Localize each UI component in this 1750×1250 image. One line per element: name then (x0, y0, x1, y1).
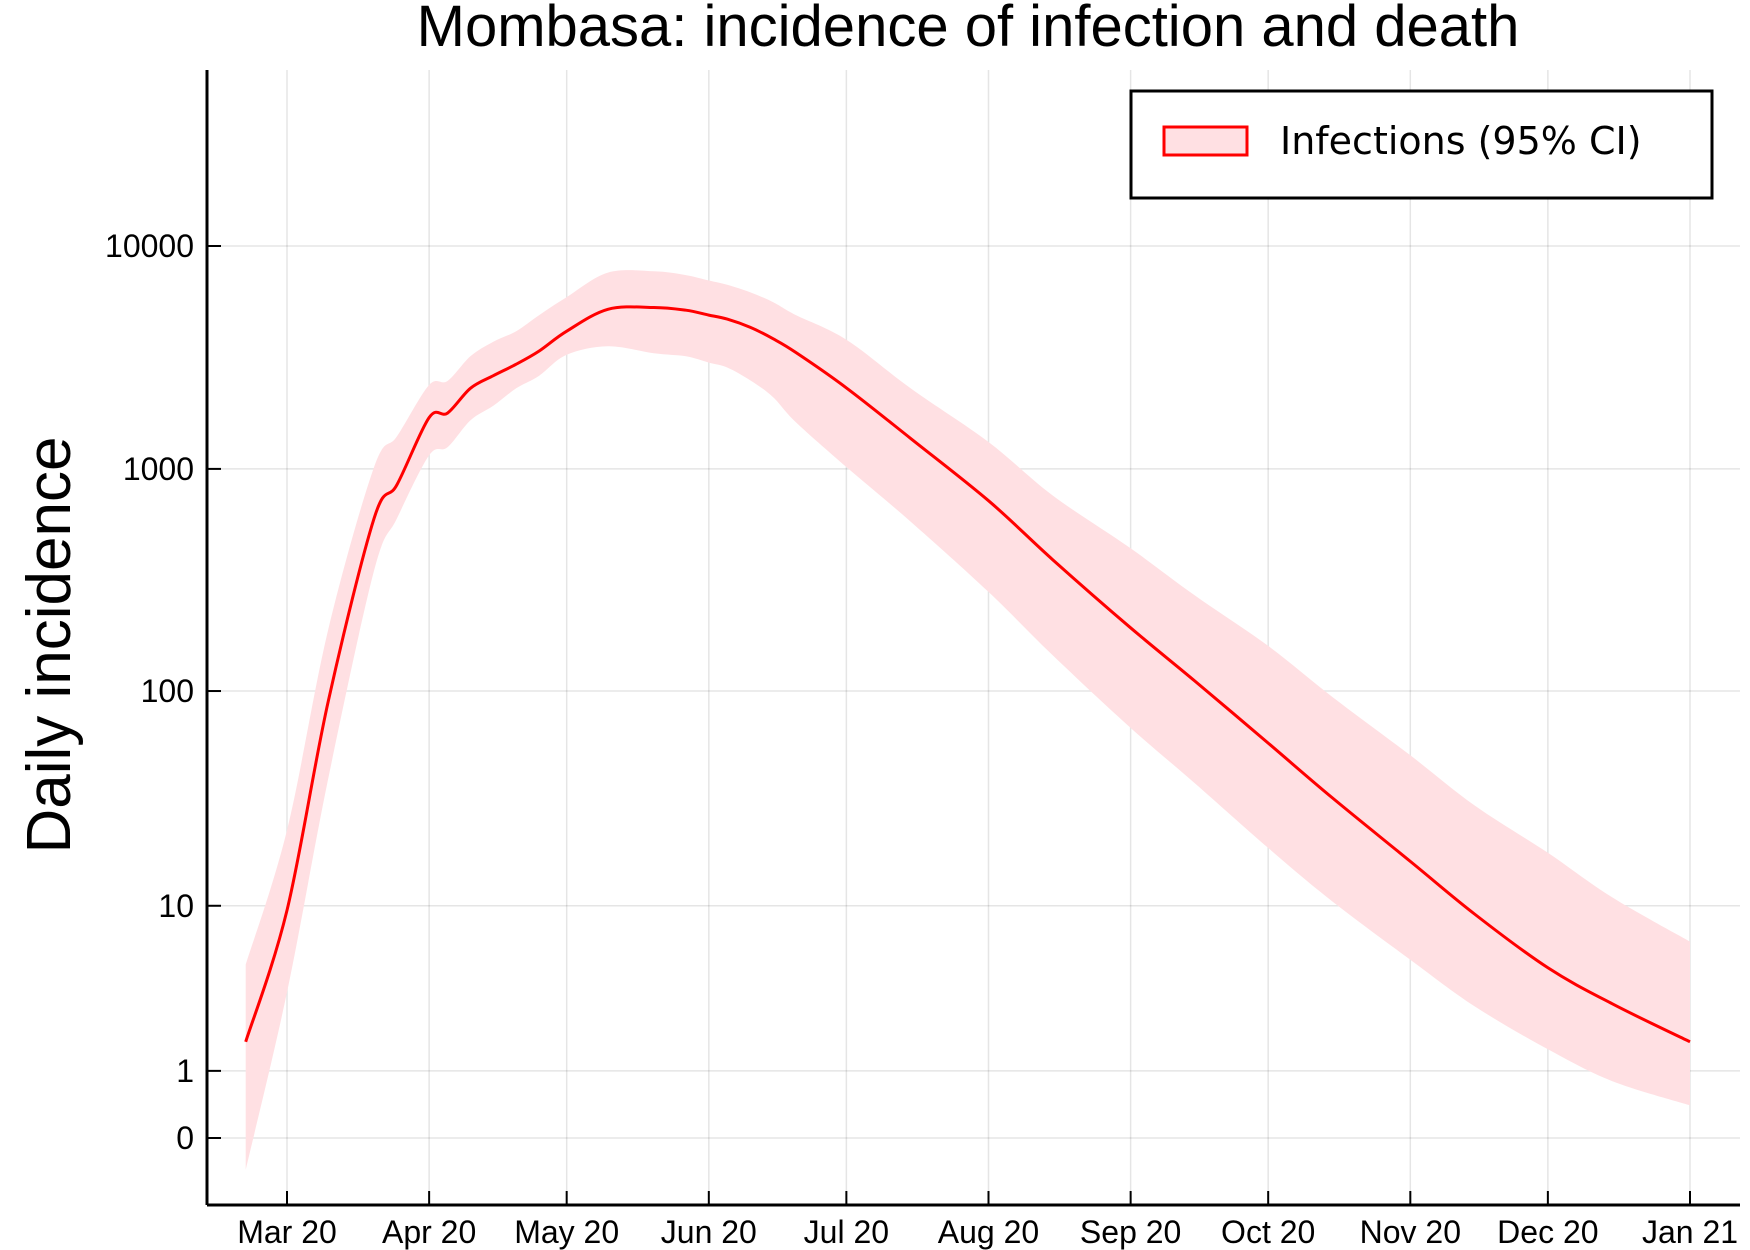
x-tick-labels: Mar 20 Apr 20 May 20 Jun 20 Jul 20 Aug 20 Sep … (237, 1191, 1738, 1250)
x-tick-label: Apr 20 (382, 1214, 476, 1250)
y-tick-label: 10000 (105, 228, 194, 264)
x-tick-label: Dec 20 (1497, 1214, 1598, 1250)
series-line (244, 305, 1691, 1044)
y-tick-label: 1 (176, 1053, 194, 1089)
x-tick-label: Mar 20 (237, 1214, 337, 1250)
chart-title: Mombasa: incidence of infection and deat… (417, 0, 1520, 59)
x-tick-label: Aug 20 (938, 1214, 1039, 1250)
x-tick-label: Sep 20 (1080, 1214, 1181, 1250)
legend: Infections (95% CI) (1129, 89, 1714, 200)
grid (207, 70, 1740, 1205)
y-tick-label: 100 (141, 673, 194, 709)
x-tick-label: May 20 (514, 1214, 619, 1250)
x-tick-label: Nov 20 (1360, 1214, 1461, 1250)
y-tick-label: 0 (176, 1120, 194, 1156)
y-axis-label: Daily incidence (15, 437, 84, 854)
x-tick-label: Jul 20 (804, 1214, 889, 1250)
plot-area (244, 270, 1691, 1170)
x-tick-label: Jun 20 (661, 1214, 757, 1250)
legend-swatch (1162, 125, 1249, 157)
x-tick-label: Oct 20 (1221, 1214, 1315, 1250)
y-tick-label: 1000 (123, 451, 194, 487)
axes (205, 70, 1740, 1207)
y-tick-label: 10 (158, 888, 194, 924)
y-tick-labels: 0 1 10 100 1000 10000 (105, 228, 221, 1156)
x-tick-label: Jan 21 (1642, 1214, 1738, 1250)
legend-label: Infections (95% CI) (1280, 119, 1642, 163)
ci-band (245, 270, 1691, 1170)
